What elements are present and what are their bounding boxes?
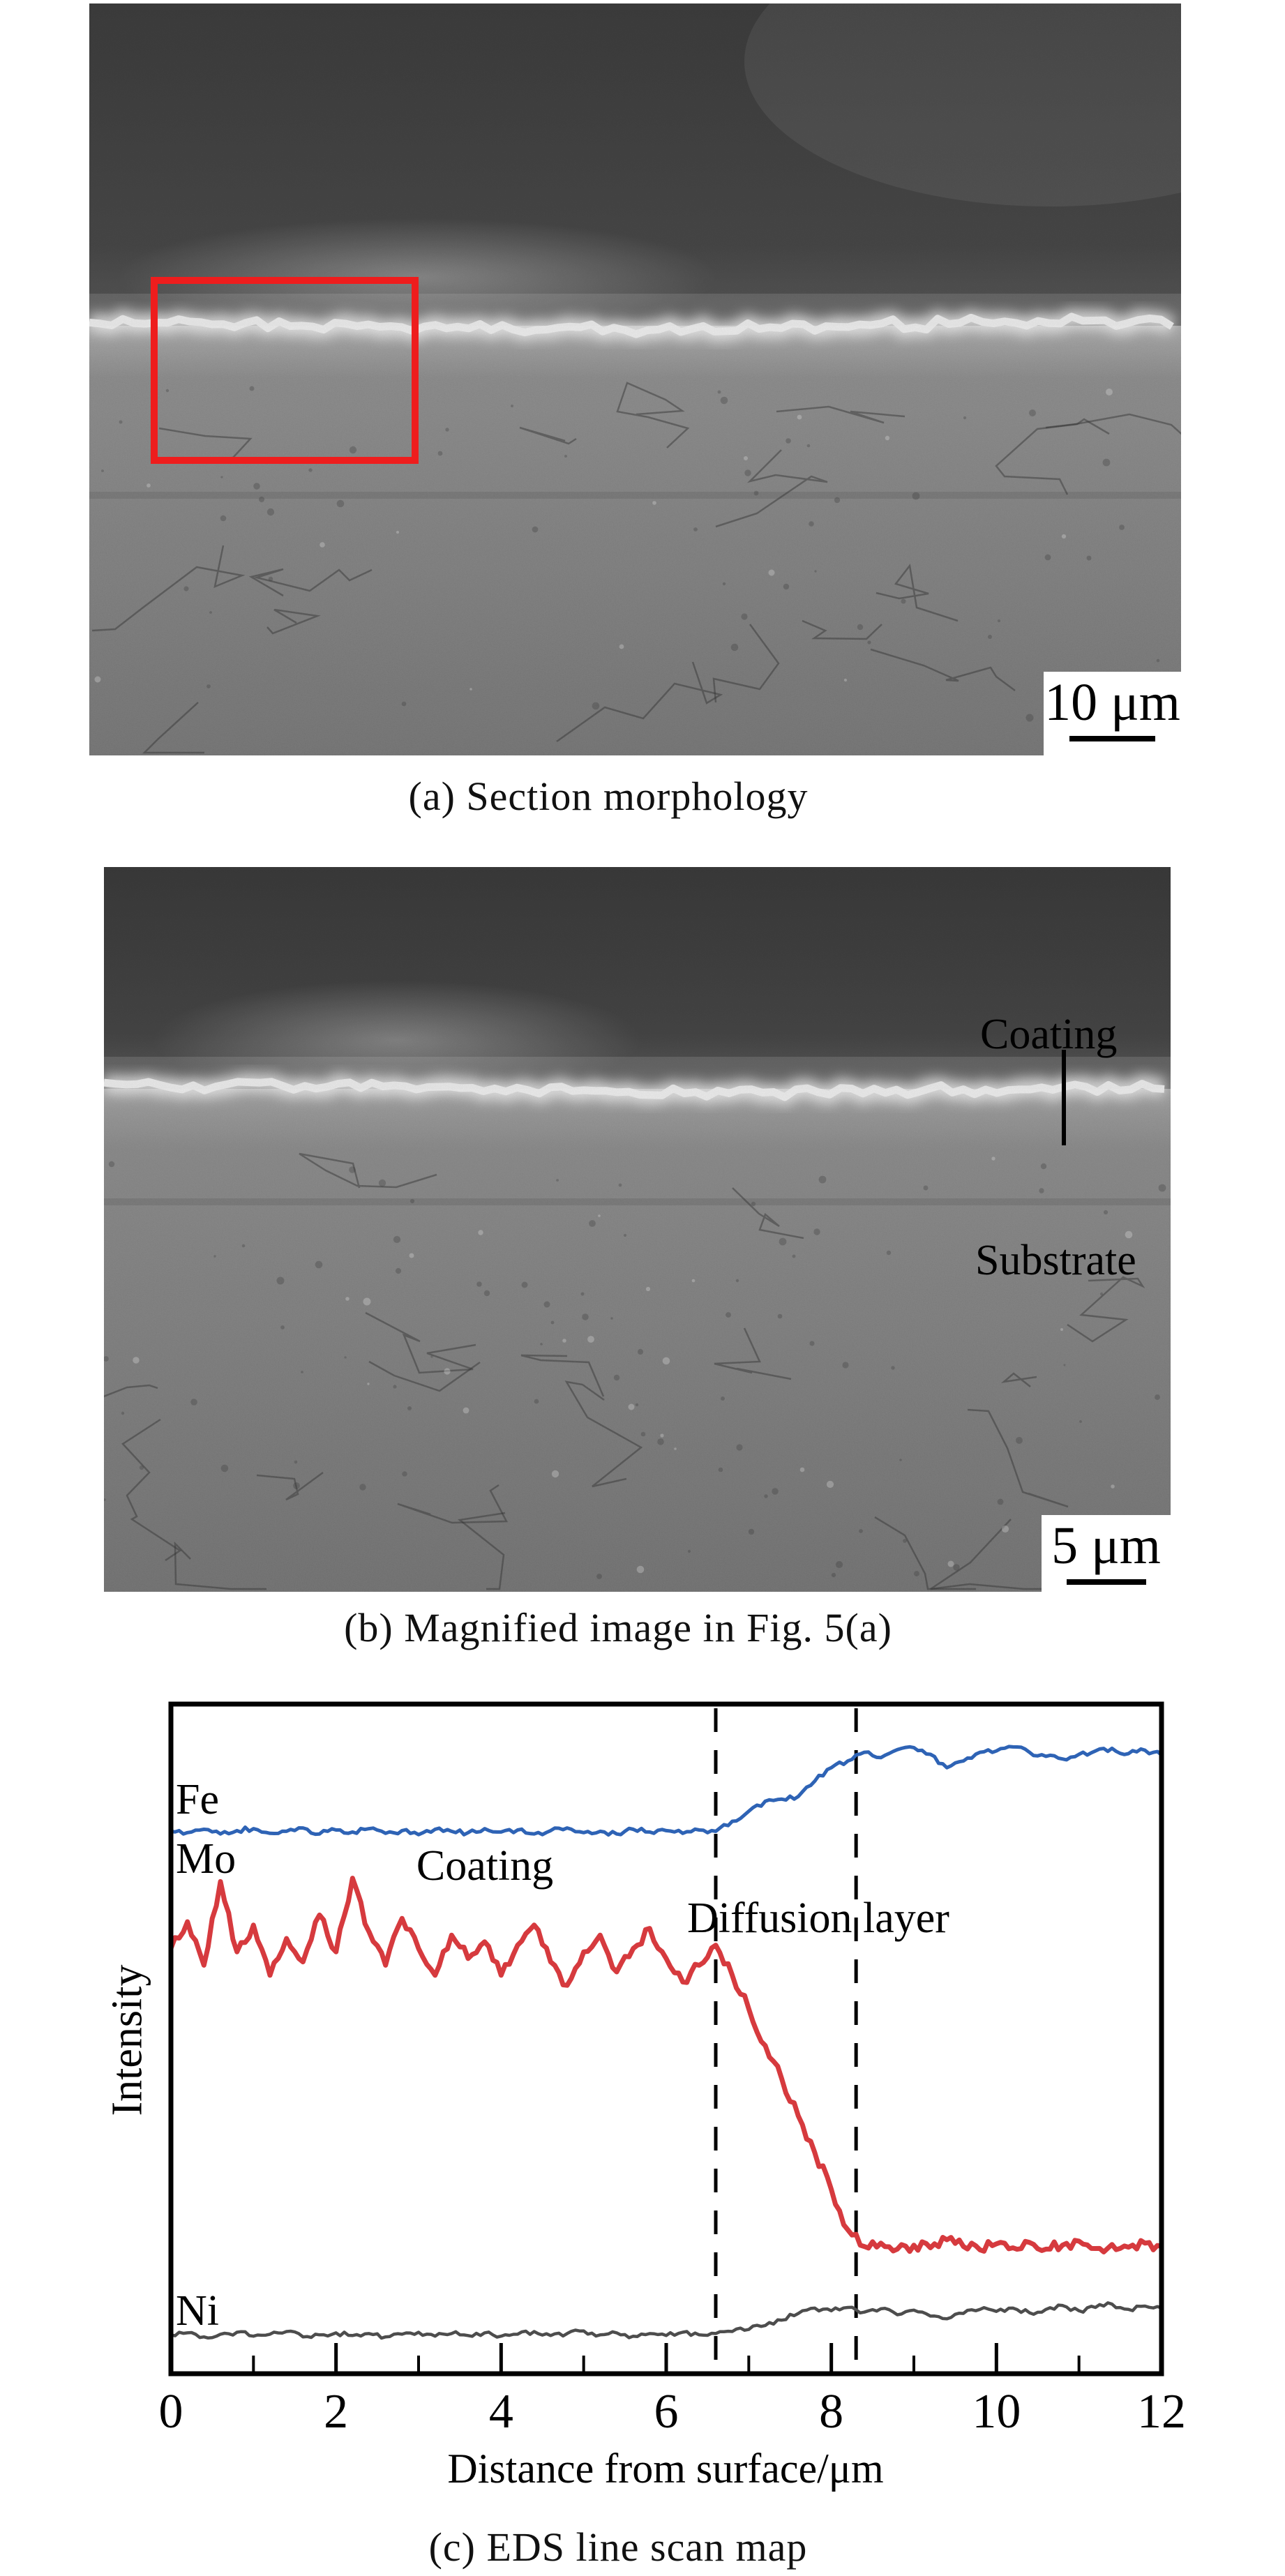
ni-series-label: Ni: [176, 2287, 219, 2335]
x-axis-title: Distance from surface/μm: [447, 2446, 884, 2492]
y-axis-title: Intensity: [103, 1964, 151, 2116]
panel-b-sem-image: [104, 867, 1171, 1592]
scale-bar-b-line: [1066, 1579, 1146, 1585]
panel-a-sem-image: [89, 3, 1181, 755]
coating-region-label: Coating: [416, 1842, 554, 1890]
coating-thickness-line: [1062, 1050, 1066, 1145]
scale-bar-a-line: [1069, 736, 1155, 741]
x-tick-label: 2: [324, 2385, 349, 2439]
scale-bar-a-label: 10 μm: [1044, 673, 1180, 732]
caption-a: (a) Section morphology: [408, 774, 809, 819]
x-tick-label: 12: [1137, 2385, 1186, 2439]
mo-series-label: Mo: [176, 1835, 236, 1883]
scale-bar-b: 5 μm: [1042, 1515, 1171, 1592]
substrate-label-b: Substrate: [975, 1237, 1136, 1284]
caption-c: (c) EDS line scan map: [428, 2524, 808, 2570]
coating-label-b: Coating: [980, 1011, 1118, 1058]
caption-b: (b) Magnified image in Fig. 5(a): [344, 1605, 892, 1650]
scale-bar-a: 10 μm: [1044, 672, 1181, 755]
fe-series-label: Fe: [176, 1776, 219, 1823]
diffusion-layer-region-label: Diffusion layer: [687, 1895, 949, 1942]
x-tick-label: 8: [819, 2385, 844, 2439]
x-tick-label: 6: [654, 2385, 679, 2439]
magnified-region-highlight-box: [151, 277, 419, 464]
scale-bar-b-label: 5 μm: [1051, 1516, 1161, 1575]
x-tick-label: 10: [972, 2385, 1021, 2439]
x-tick-label: 4: [488, 2385, 513, 2439]
x-tick-label: 0: [158, 2385, 183, 2439]
